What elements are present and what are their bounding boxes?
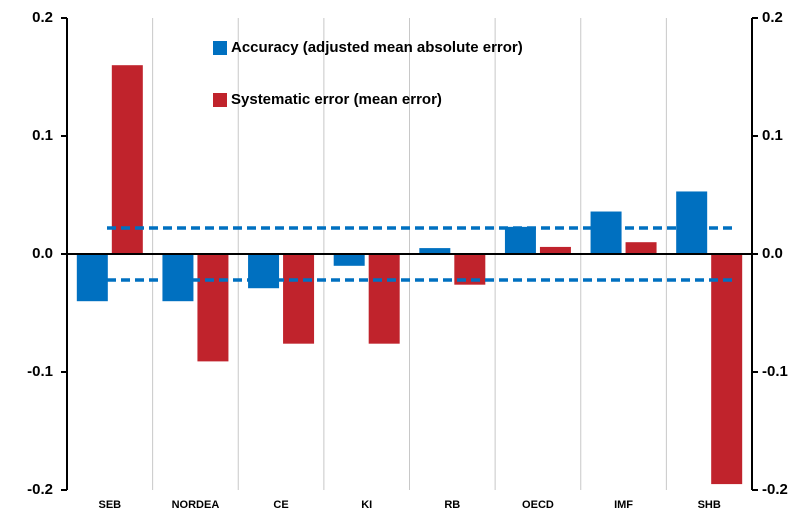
y-tick-label: 0.2 — [32, 9, 53, 26]
bar — [162, 254, 194, 302]
y2-tick-label: -0.1 — [762, 363, 788, 380]
bar — [625, 242, 657, 254]
legend-swatch — [213, 93, 227, 107]
bar — [197, 254, 229, 362]
x-tick-label: KI — [361, 499, 372, 511]
y-tick-label: -0.2 — [27, 481, 53, 498]
y2-tick-label: 0.1 — [762, 127, 783, 144]
bar — [539, 246, 571, 254]
x-tick-label: OECD — [522, 499, 554, 511]
bar — [504, 226, 536, 254]
bar — [419, 248, 451, 254]
bar — [283, 254, 315, 344]
y2-tick-label: -0.2 — [762, 481, 788, 498]
bar — [711, 254, 743, 485]
x-tick-label: SEB — [99, 499, 122, 511]
bar — [368, 254, 400, 344]
x-tick-label: NORDEA — [172, 499, 220, 511]
y2-tick-label: 0.0 — [762, 245, 783, 262]
bar — [76, 254, 108, 302]
legend-label: Accuracy (adjusted mean absolute error) — [231, 39, 523, 56]
legend-label: Systematic error (mean error) — [231, 91, 442, 108]
x-tick-label: RB — [444, 499, 460, 511]
y-tick-label: 0.1 — [32, 127, 53, 144]
legend-swatch — [213, 41, 227, 55]
bar — [676, 191, 708, 254]
x-tick-label: SHB — [698, 499, 721, 511]
y-tick-label: -0.1 — [27, 363, 53, 380]
bar — [111, 65, 143, 254]
y-tick-label: 0.0 — [32, 245, 53, 262]
bar — [333, 254, 365, 266]
bar — [248, 254, 280, 289]
bar — [590, 211, 622, 254]
x-tick-label: IMF — [614, 499, 633, 511]
y2-tick-label: 0.2 — [762, 9, 783, 26]
x-tick-label: CE — [273, 499, 288, 511]
